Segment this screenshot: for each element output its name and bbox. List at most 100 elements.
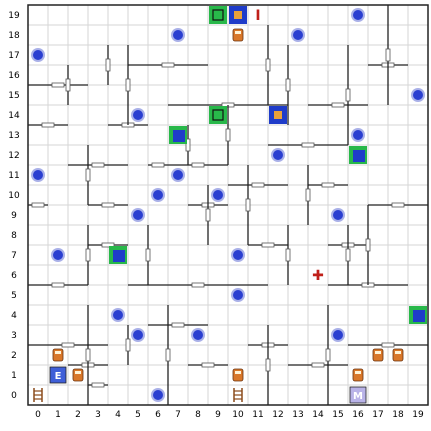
marker-core [213, 190, 223, 200]
marker-token [31, 168, 45, 182]
door-vertical [125, 338, 131, 352]
col-label: 7 [175, 410, 181, 420]
marker-core [413, 90, 423, 100]
figure-face [75, 371, 81, 374]
door-horizontal [51, 82, 65, 88]
figure-face [235, 31, 241, 34]
box-icon [212, 109, 224, 121]
figure-face [355, 371, 361, 374]
door-vertical [285, 78, 291, 92]
col-label: 10 [232, 410, 244, 420]
maze-walls [27, 4, 429, 406]
marker-token [131, 208, 145, 222]
box-icon [274, 111, 282, 119]
col-label: 5 [135, 410, 141, 420]
marker-core [133, 210, 143, 220]
door-vertical [265, 58, 271, 72]
door-vertical [265, 358, 271, 372]
tile-face [349, 386, 367, 404]
col-label: 8 [195, 410, 201, 420]
door-vertical [325, 348, 331, 362]
door-horizontal [301, 142, 315, 148]
marker-token [171, 168, 185, 182]
marker-core [233, 250, 243, 260]
marker-core [173, 30, 183, 40]
tile-letter: M [353, 391, 363, 402]
door-vertical [85, 168, 91, 182]
door-horizontal [391, 202, 405, 208]
door-vertical [65, 78, 71, 92]
marker-token [131, 328, 145, 342]
row-label: 19 [8, 11, 20, 21]
col-label: 6 [155, 410, 161, 420]
row-label: 14 [8, 111, 20, 121]
marker-token [331, 208, 345, 222]
marker-token [411, 88, 425, 102]
figure-face [235, 371, 241, 374]
marker-core [133, 110, 143, 120]
robot-icon [72, 368, 84, 382]
letter-i-icon: I [255, 8, 260, 24]
marker-token [151, 388, 165, 402]
marker-token [291, 28, 305, 42]
door-vertical [185, 138, 191, 152]
door-horizontal [381, 342, 395, 348]
exit-tile-icon: E [49, 366, 67, 384]
ladder-icon [233, 388, 243, 402]
m-tile-icon: M [349, 386, 367, 404]
marker-token [231, 248, 245, 262]
col-label: 15 [332, 410, 343, 420]
door-horizontal [41, 122, 55, 128]
door-horizontal [321, 182, 335, 188]
row-label: 16 [8, 71, 20, 81]
door-vertical [125, 78, 131, 92]
door-horizontal [191, 162, 205, 168]
col-label: 14 [312, 410, 324, 420]
marker-token [191, 328, 205, 342]
marker-token [151, 188, 165, 202]
marker-token [31, 48, 45, 62]
robot-icon [52, 348, 64, 362]
door-horizontal [251, 182, 265, 188]
figure-body [72, 368, 84, 382]
col-label: 4 [115, 410, 121, 420]
green-box-tile [209, 106, 227, 124]
door-horizontal [91, 162, 105, 168]
door-horizontal [31, 202, 45, 208]
col-label: 1 [55, 410, 61, 420]
row-label: 4 [11, 311, 17, 321]
blue-tile-inner [413, 310, 425, 322]
door-vertical [85, 248, 91, 262]
col-label: 0 [35, 410, 41, 420]
door-horizontal [311, 362, 325, 368]
blue-tile-inner [113, 250, 125, 262]
door-horizontal [91, 382, 105, 388]
cross-icon: ✚ [312, 268, 324, 284]
row-label: 11 [8, 171, 19, 181]
door-vertical [345, 88, 351, 102]
figure-face [55, 351, 61, 354]
marker-core [153, 390, 163, 400]
door-vertical [85, 348, 91, 362]
door-vertical [345, 248, 351, 262]
box-icon [234, 11, 242, 19]
door-horizontal [101, 202, 115, 208]
marker-token [331, 328, 345, 342]
figure-body [392, 348, 404, 362]
marker-core [33, 170, 43, 180]
row-label: 3 [11, 331, 17, 341]
row-label: 1 [11, 371, 17, 381]
robot-icon [352, 368, 364, 382]
door-vertical [285, 248, 291, 262]
door-vertical [385, 48, 391, 62]
col-label: 11 [252, 410, 263, 420]
row-label: 8 [11, 231, 17, 241]
figure-body [372, 348, 384, 362]
door-vertical [225, 128, 231, 142]
marker-core [273, 150, 283, 160]
marker-token [171, 28, 185, 42]
row-label: 5 [11, 291, 17, 301]
robot-icon [232, 368, 244, 382]
